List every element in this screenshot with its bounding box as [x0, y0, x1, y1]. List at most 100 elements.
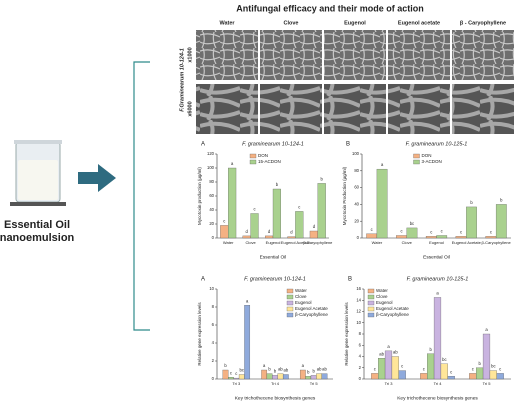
bar — [310, 375, 317, 380]
bar — [228, 167, 237, 239]
significance-letter: c — [460, 229, 462, 234]
legend-label: DON — [422, 153, 432, 158]
legend-label: Water — [376, 288, 388, 293]
y-tick-label: 40 — [354, 202, 359, 207]
y-tick-label: 80 — [354, 168, 359, 173]
bar — [233, 377, 240, 380]
essential-oil-label: Essential Oil nanoemulsion — [0, 219, 75, 244]
bar — [238, 374, 245, 380]
legend-swatch — [367, 306, 375, 312]
significance-letter: b — [276, 182, 279, 187]
panel-label: A — [201, 142, 205, 148]
significance-letter: c — [441, 229, 443, 234]
significance-letter: d — [246, 229, 249, 234]
bar — [420, 373, 428, 380]
significance-letter: bc — [491, 364, 495, 369]
sem-column-label: Water — [219, 20, 235, 26]
legend-swatch — [413, 153, 420, 159]
bar — [466, 206, 477, 239]
significance-letter: c — [235, 371, 237, 376]
legend-swatch — [367, 294, 375, 300]
sem-image — [260, 84, 322, 134]
sem-image — [388, 84, 450, 134]
sem-image — [196, 84, 258, 134]
legend-swatch — [286, 312, 294, 318]
x-tick-label: β-Caryophyllene — [481, 240, 511, 245]
bar — [287, 236, 296, 239]
significance-letter: ab — [283, 368, 288, 373]
x-axis-label: Key trichothecene biosynthesis genes — [397, 395, 478, 401]
x-tick-label: Tri 3 — [385, 381, 394, 386]
bar — [469, 373, 477, 380]
y-tick-label: 0 — [357, 235, 360, 240]
bar — [440, 363, 448, 380]
significance-letter: a — [231, 161, 234, 166]
y-tick-label: 14 — [356, 297, 361, 302]
y-tick-label: 16 — [356, 286, 361, 291]
significance-letter: d — [290, 230, 293, 235]
significance-letter: a — [485, 327, 488, 332]
panel-label: B — [346, 142, 350, 148]
y-tick-label: 100 — [352, 151, 360, 156]
y-tick-label: 0 — [359, 376, 362, 381]
legend-swatch — [249, 159, 257, 165]
legend-swatch — [286, 306, 294, 312]
beaker — [10, 140, 66, 206]
bar — [406, 227, 418, 239]
y-tick-label: 4 — [359, 354, 362, 359]
legend-swatch — [367, 288, 375, 294]
sem-image — [196, 30, 258, 80]
bar — [436, 235, 448, 239]
significance-letter: b — [268, 367, 271, 372]
y-tick-label: 12 — [356, 309, 361, 314]
bar — [489, 370, 497, 380]
x-axis-label: Key trichothecene biosynthesis genes — [235, 395, 316, 401]
significance-letter: a — [263, 363, 266, 368]
significance-letter: c — [374, 366, 376, 371]
significance-letter: c — [499, 366, 501, 371]
bar — [228, 377, 234, 380]
legend-label: Eugenol Acetate — [376, 306, 409, 311]
significance-letter: c — [223, 219, 225, 224]
significance-letter: c — [430, 229, 432, 234]
legend-swatch — [413, 159, 420, 165]
sem-column-label: β - Caryophyllene — [460, 20, 506, 26]
bar — [425, 236, 437, 239]
bar — [272, 375, 278, 380]
bar — [476, 367, 484, 380]
y-tick-label: 10 — [356, 320, 361, 325]
significance-letter: b — [224, 363, 227, 368]
bar — [244, 305, 251, 380]
y-tick-label: 20 — [354, 218, 359, 223]
y-axis-label: Mycotoxin production (µg/ml) — [197, 167, 202, 225]
y-tick-label: 4 — [212, 340, 215, 345]
panel-label: B — [348, 277, 352, 283]
x-tick-label: Eugenol — [266, 240, 281, 245]
y-tick-label: 80 — [209, 179, 214, 184]
bar — [495, 204, 507, 239]
bar — [447, 376, 455, 380]
legend-label: Clove — [295, 294, 307, 299]
sem-image — [324, 30, 386, 80]
panel-label: A — [201, 277, 205, 283]
y-tick-label: 2 — [212, 358, 215, 363]
significance-letter: c — [450, 369, 452, 374]
significance-letter: a — [302, 363, 305, 368]
sem-image — [388, 30, 450, 80]
sem-image — [324, 84, 386, 134]
y-tick-label: 6 — [359, 342, 362, 347]
significance-letter: c — [253, 207, 255, 212]
y-tick-label: 60 — [354, 185, 359, 190]
bar — [455, 236, 467, 239]
x-tick-label: Eugenol — [429, 240, 444, 245]
bar — [250, 213, 259, 239]
bar — [321, 373, 328, 380]
bar — [366, 233, 378, 239]
bar — [391, 356, 399, 380]
significance-letter: a — [381, 162, 384, 167]
x-axis-label: Essential Oil — [423, 254, 450, 260]
bar — [265, 235, 274, 239]
x-tick-label: Tri 4 — [271, 381, 280, 386]
bar — [261, 369, 268, 380]
